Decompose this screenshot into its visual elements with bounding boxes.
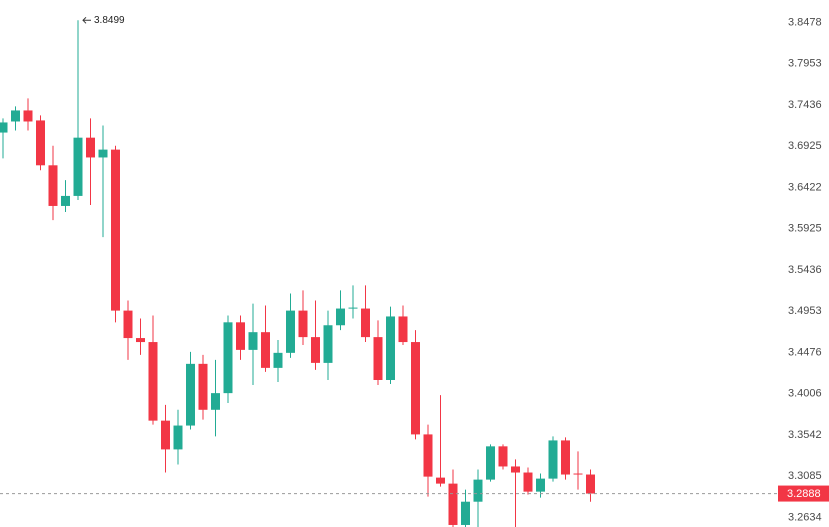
candle-body [323, 325, 333, 363]
candle-body [123, 310, 133, 339]
candle-body [23, 110, 33, 122]
candle-body [398, 316, 408, 343]
candle-body [261, 332, 270, 368]
candle-body [461, 501, 470, 525]
candle-body [573, 473, 583, 475]
last-price-label: 3.2888 [787, 488, 821, 500]
candle-body [523, 472, 533, 492]
candle-body [286, 310, 295, 353]
candle-body [498, 446, 508, 467]
y-tick-label: 3.5436 [788, 264, 822, 276]
candle-body [273, 352, 283, 368]
candle-body [348, 307, 358, 309]
y-tick-label: 3.3085 [788, 470, 822, 482]
candle-body [448, 483, 458, 525]
y-tick-label: 3.4006 [788, 388, 822, 400]
candle-body [161, 420, 170, 450]
candle-body [411, 342, 420, 435]
y-tick-label: 3.7436 [788, 99, 822, 111]
y-tick-label: 3.6925 [788, 140, 822, 152]
y-tick-label: 3.2634 [788, 511, 822, 523]
candle-body [386, 316, 395, 380]
candle-body [548, 440, 558, 479]
candle-body [86, 137, 95, 158]
candle-body [486, 446, 495, 480]
y-tick-label: 3.6422 [788, 181, 822, 193]
candle-body [561, 440, 570, 475]
candle-body [223, 322, 233, 394]
candle-body [173, 425, 183, 450]
candle-body [586, 474, 595, 494]
candle-body [98, 149, 108, 158]
candle-body [336, 308, 345, 326]
candle-body [311, 337, 320, 363]
candle-body [211, 393, 220, 410]
candle-body [186, 363, 195, 426]
candle-body [361, 308, 370, 338]
y-tick-label: 3.3542 [788, 429, 822, 441]
candle-body [11, 110, 20, 122]
last-price-badge [778, 485, 829, 502]
arrow-icon [82, 16, 91, 24]
candle-body [248, 332, 258, 350]
candle-body [48, 165, 58, 206]
candle-body [136, 338, 145, 343]
y-tick-label: 3.5925 [788, 223, 822, 235]
candle-body [236, 322, 245, 350]
candle-body [298, 310, 308, 338]
y-tick-label: 3.7953 [788, 58, 822, 70]
candle-body [536, 478, 545, 492]
candle-body [148, 342, 158, 421]
candle-body [36, 120, 45, 166]
candle-body [0, 122, 8, 133]
candle-body [473, 479, 483, 502]
candle-body [73, 137, 83, 196]
candle-body [423, 434, 433, 477]
y-tick-label: 3.4953 [788, 305, 822, 317]
candle-body [111, 149, 120, 311]
candle-body [198, 363, 208, 410]
candle-body [511, 466, 520, 473]
candle-body [373, 337, 383, 380]
candle-body [436, 477, 445, 484]
y-tick-label: 3.4476 [788, 346, 822, 358]
high-annotation: 3.8499 [94, 15, 125, 26]
y-tick-label: 3.8478 [788, 16, 822, 28]
candle-body [61, 195, 70, 206]
